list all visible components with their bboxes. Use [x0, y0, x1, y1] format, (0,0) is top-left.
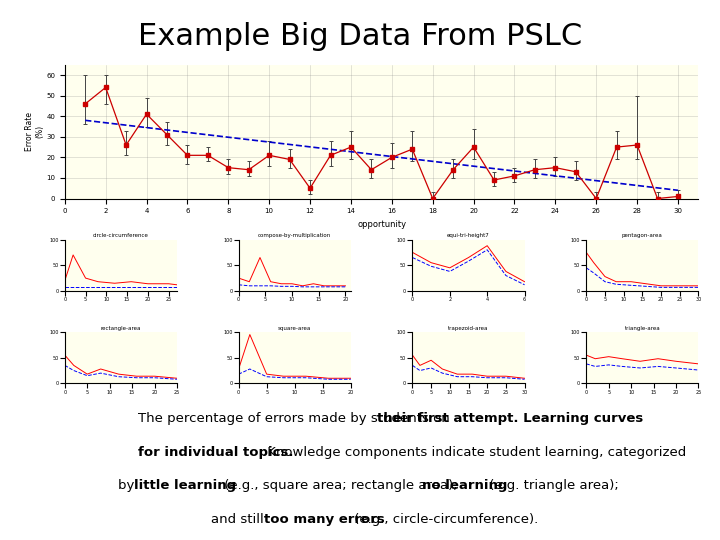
Text: The percentage of errors made by students on: The percentage of errors made by student… [138, 412, 454, 425]
Y-axis label: Error Rate
(%): Error Rate (%) [25, 112, 45, 151]
Title: equi-tri-height7: equi-tri-height7 [447, 233, 490, 239]
Title: pentagon-area: pentagon-area [622, 233, 663, 239]
X-axis label: opportunity: opportunity [357, 220, 406, 229]
Text: (e.g. triangle area);: (e.g. triangle area); [485, 480, 618, 492]
Text: Knowledge components indicate student learning, categorized: Knowledge components indicate student le… [263, 446, 686, 459]
Text: (e.g., square area; rectangle area);: (e.g., square area; rectangle area); [220, 480, 462, 492]
Text: by: by [118, 480, 139, 492]
Text: Example Big Data From PSLC: Example Big Data From PSLC [138, 22, 582, 51]
Text: too many errors: too many errors [264, 513, 384, 526]
Text: and still: and still [211, 513, 268, 526]
Text: (e.g., circle-circumference).: (e.g., circle-circumference). [349, 513, 538, 526]
Text: their first attempt. Learning curves: their first attempt. Learning curves [377, 412, 644, 425]
Title: circle-circumference: circle-circumference [93, 233, 149, 239]
Title: square-area: square-area [278, 326, 311, 331]
Title: trapezoid-area: trapezoid-area [449, 326, 489, 331]
Text: for individual topics.: for individual topics. [138, 446, 293, 459]
Title: rectangle-area: rectangle-area [101, 326, 141, 331]
Title: triangle-area: triangle-area [624, 326, 660, 331]
Text: little learning: little learning [134, 480, 236, 492]
Text: no learning: no learning [422, 480, 508, 492]
Title: compose-by-multiplication: compose-by-multiplication [258, 233, 331, 239]
